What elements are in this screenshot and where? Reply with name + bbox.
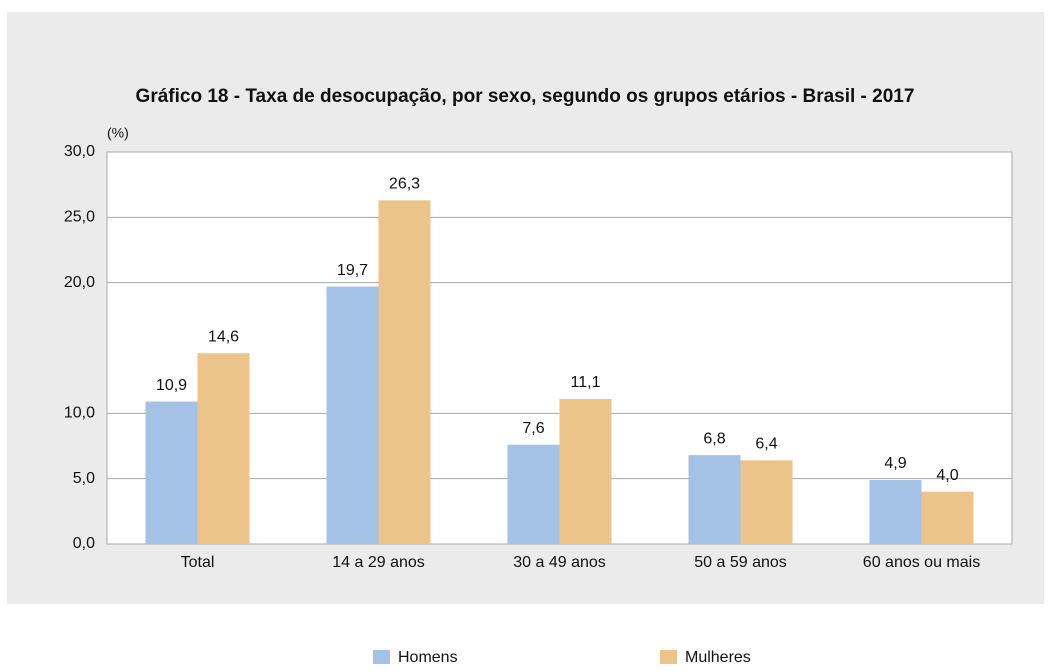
bar	[921, 491, 974, 544]
value-label: 7,6	[522, 420, 544, 437]
y-tick-label: 30,0	[64, 143, 95, 160]
x-tick-label: 50 a 59 anos	[694, 554, 787, 571]
legend-swatch	[373, 650, 390, 664]
legend-label: Mulheres	[685, 649, 751, 666]
y-axis-label: (%)	[107, 125, 129, 141]
bar	[507, 444, 560, 544]
x-tick-label: 30 a 49 anos	[513, 554, 606, 571]
bar	[145, 401, 198, 544]
value-label: 4,9	[884, 455, 906, 472]
legend-swatch	[660, 650, 677, 664]
legend-label: Homens	[398, 649, 458, 666]
value-label: 4,0	[936, 467, 958, 484]
bar	[869, 479, 922, 544]
value-label: 6,8	[703, 430, 725, 447]
value-label: 19,7	[337, 262, 368, 279]
bar	[740, 460, 793, 544]
x-tick-label: 60 anos ou mais	[863, 554, 980, 571]
value-label: 26,3	[389, 176, 420, 193]
y-tick-label: 5,0	[73, 470, 95, 487]
y-tick-label: 25,0	[64, 209, 95, 226]
x-tick-label: Total	[181, 554, 215, 571]
y-tick-label: 20,0	[64, 274, 95, 291]
value-label: 11,1	[571, 374, 601, 391]
chart-title: Gráfico 18 - Taxa de desocupação, por se…	[136, 86, 915, 107]
bar	[559, 398, 612, 544]
value-label: 10,9	[156, 377, 187, 394]
y-tick-label: 10,0	[64, 405, 95, 422]
x-tick-label: 14 a 29 anos	[332, 554, 425, 571]
bar	[688, 455, 741, 544]
bar	[197, 353, 250, 544]
value-label: 6,4	[755, 436, 777, 453]
y-tick-label: 0,0	[73, 535, 95, 552]
value-label: 14,6	[208, 328, 239, 345]
bar	[326, 286, 379, 544]
bar	[378, 200, 431, 544]
